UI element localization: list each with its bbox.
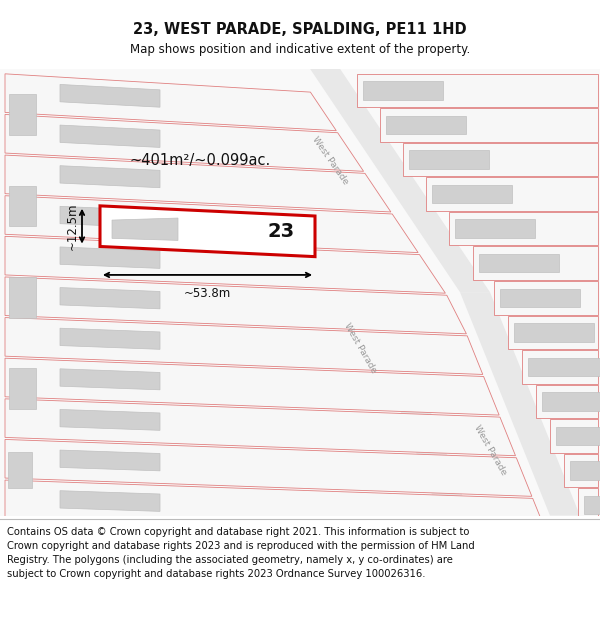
Text: West Parade: West Parade xyxy=(472,423,508,476)
Text: ~401m²/~0.099ac.: ~401m²/~0.099ac. xyxy=(130,152,271,168)
Text: Registry. The polygons (including the associated geometry, namely x, y co-ordina: Registry. The polygons (including the as… xyxy=(7,555,453,565)
Polygon shape xyxy=(449,212,598,246)
Polygon shape xyxy=(390,384,470,516)
Text: West Parade: West Parade xyxy=(342,321,378,374)
Polygon shape xyxy=(310,69,490,292)
Polygon shape xyxy=(5,155,391,212)
Polygon shape xyxy=(494,281,598,314)
Text: Map shows position and indicative extent of the property.: Map shows position and indicative extent… xyxy=(130,44,470,56)
Polygon shape xyxy=(5,358,499,415)
Polygon shape xyxy=(5,439,532,496)
Polygon shape xyxy=(100,206,315,257)
Text: subject to Crown copyright and database rights 2023 Ordnance Survey 100026316.: subject to Crown copyright and database … xyxy=(7,569,425,579)
Polygon shape xyxy=(60,409,160,431)
Polygon shape xyxy=(60,450,160,471)
Bar xyxy=(432,185,512,203)
Bar xyxy=(9,94,36,135)
Polygon shape xyxy=(550,419,598,452)
Bar xyxy=(542,392,600,411)
Text: 23, WEST PARADE, SPALDING, PE11 1HD: 23, WEST PARADE, SPALDING, PE11 1HD xyxy=(133,22,467,38)
Text: Contains OS data © Crown copyright and database right 2021. This information is : Contains OS data © Crown copyright and d… xyxy=(7,527,469,537)
Polygon shape xyxy=(5,114,364,171)
Bar xyxy=(455,219,535,238)
Bar xyxy=(386,116,466,134)
Text: Crown copyright and database rights 2023 and is reproduced with the permission o: Crown copyright and database rights 2023… xyxy=(7,541,475,551)
Bar xyxy=(9,186,36,226)
Polygon shape xyxy=(60,491,160,511)
Bar xyxy=(528,357,600,376)
Text: 23: 23 xyxy=(268,222,295,241)
Polygon shape xyxy=(60,206,160,228)
Bar xyxy=(570,461,600,479)
Bar xyxy=(556,427,600,445)
Bar xyxy=(479,254,559,272)
Polygon shape xyxy=(60,288,160,309)
Text: ~53.8m: ~53.8m xyxy=(184,287,231,300)
Polygon shape xyxy=(5,480,548,537)
Polygon shape xyxy=(460,292,580,516)
Polygon shape xyxy=(380,108,598,142)
Polygon shape xyxy=(508,316,598,349)
Bar xyxy=(500,289,580,307)
Polygon shape xyxy=(5,74,337,131)
Bar xyxy=(514,323,594,341)
Bar xyxy=(409,151,489,169)
Bar xyxy=(9,277,36,318)
Polygon shape xyxy=(5,399,515,456)
Polygon shape xyxy=(112,218,178,241)
Polygon shape xyxy=(60,328,160,349)
Text: West Parade: West Parade xyxy=(310,134,350,186)
Polygon shape xyxy=(60,247,160,268)
Polygon shape xyxy=(60,166,160,188)
Text: ~12.5m: ~12.5m xyxy=(66,202,79,250)
Polygon shape xyxy=(60,84,160,107)
Bar xyxy=(8,452,32,488)
Bar xyxy=(9,368,36,409)
Polygon shape xyxy=(5,277,466,334)
Polygon shape xyxy=(5,236,445,293)
Polygon shape xyxy=(536,384,598,418)
Polygon shape xyxy=(5,318,483,374)
Polygon shape xyxy=(403,143,598,176)
Bar xyxy=(362,81,443,100)
Bar xyxy=(584,496,600,514)
Polygon shape xyxy=(5,196,418,252)
Polygon shape xyxy=(60,125,160,148)
Polygon shape xyxy=(522,350,598,384)
Polygon shape xyxy=(564,454,598,488)
Polygon shape xyxy=(60,369,160,390)
Polygon shape xyxy=(356,74,598,108)
Polygon shape xyxy=(473,246,598,280)
Polygon shape xyxy=(578,488,598,522)
Polygon shape xyxy=(426,177,598,211)
